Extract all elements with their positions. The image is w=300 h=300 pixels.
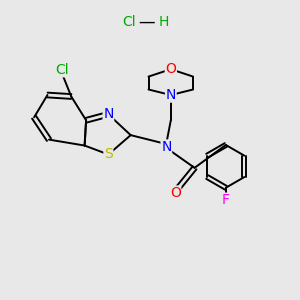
Text: O: O [170, 186, 181, 200]
Text: F: F [222, 193, 230, 207]
Text: Cl: Cl [122, 15, 136, 29]
Text: H: H [158, 15, 169, 29]
Text: —: — [139, 13, 155, 31]
Text: N: N [166, 88, 176, 102]
Text: O: O [165, 62, 176, 76]
Text: S: S [104, 148, 113, 161]
Text: N: N [103, 107, 114, 121]
Text: Cl: Cl [56, 63, 69, 77]
Text: N: N [161, 140, 172, 154]
